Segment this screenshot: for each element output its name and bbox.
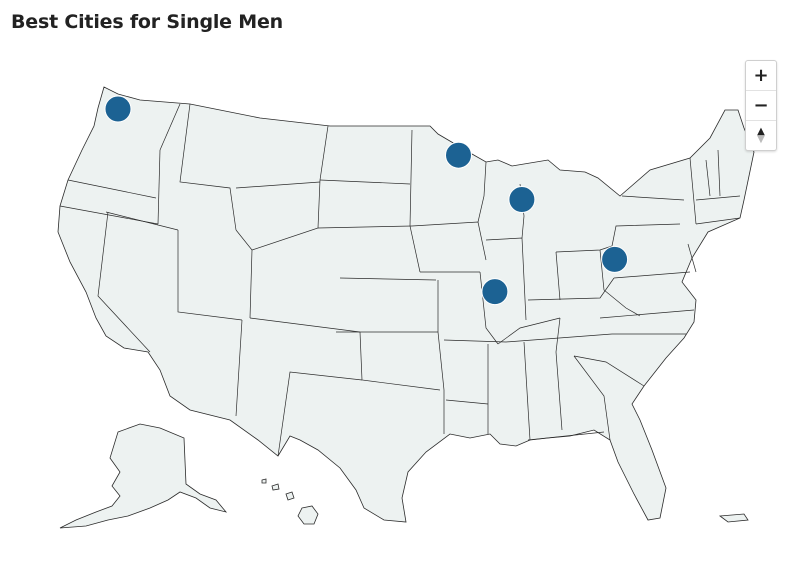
- state-borders: [59, 103, 741, 457]
- state-shape-conus[interactable]: [57, 86, 755, 523]
- zoom-out-button[interactable]: −: [746, 91, 776, 121]
- state-shape-hawaii[interactable]: [261, 478, 319, 525]
- territory-shape-puerto-rico[interactable]: [718, 513, 749, 523]
- land-layer: [57, 86, 755, 529]
- city-marker[interactable]: [445, 141, 472, 169]
- state-shape-alaska[interactable]: [59, 423, 228, 529]
- map-title: Best Cities for Single Men: [11, 11, 283, 33]
- city-marker[interactable]: [601, 245, 629, 273]
- marker-layer: [104, 95, 629, 306]
- zoom-controls: + − ▲ ▼: [745, 60, 777, 151]
- city-marker[interactable]: [508, 186, 536, 213]
- zoom-in-button[interactable]: +: [746, 61, 776, 91]
- city-marker[interactable]: [481, 278, 509, 306]
- compass-icon: ▲ ▼: [757, 125, 765, 145]
- reset-view-button[interactable]: ▲ ▼: [746, 121, 776, 150]
- city-marker[interactable]: [104, 95, 132, 123]
